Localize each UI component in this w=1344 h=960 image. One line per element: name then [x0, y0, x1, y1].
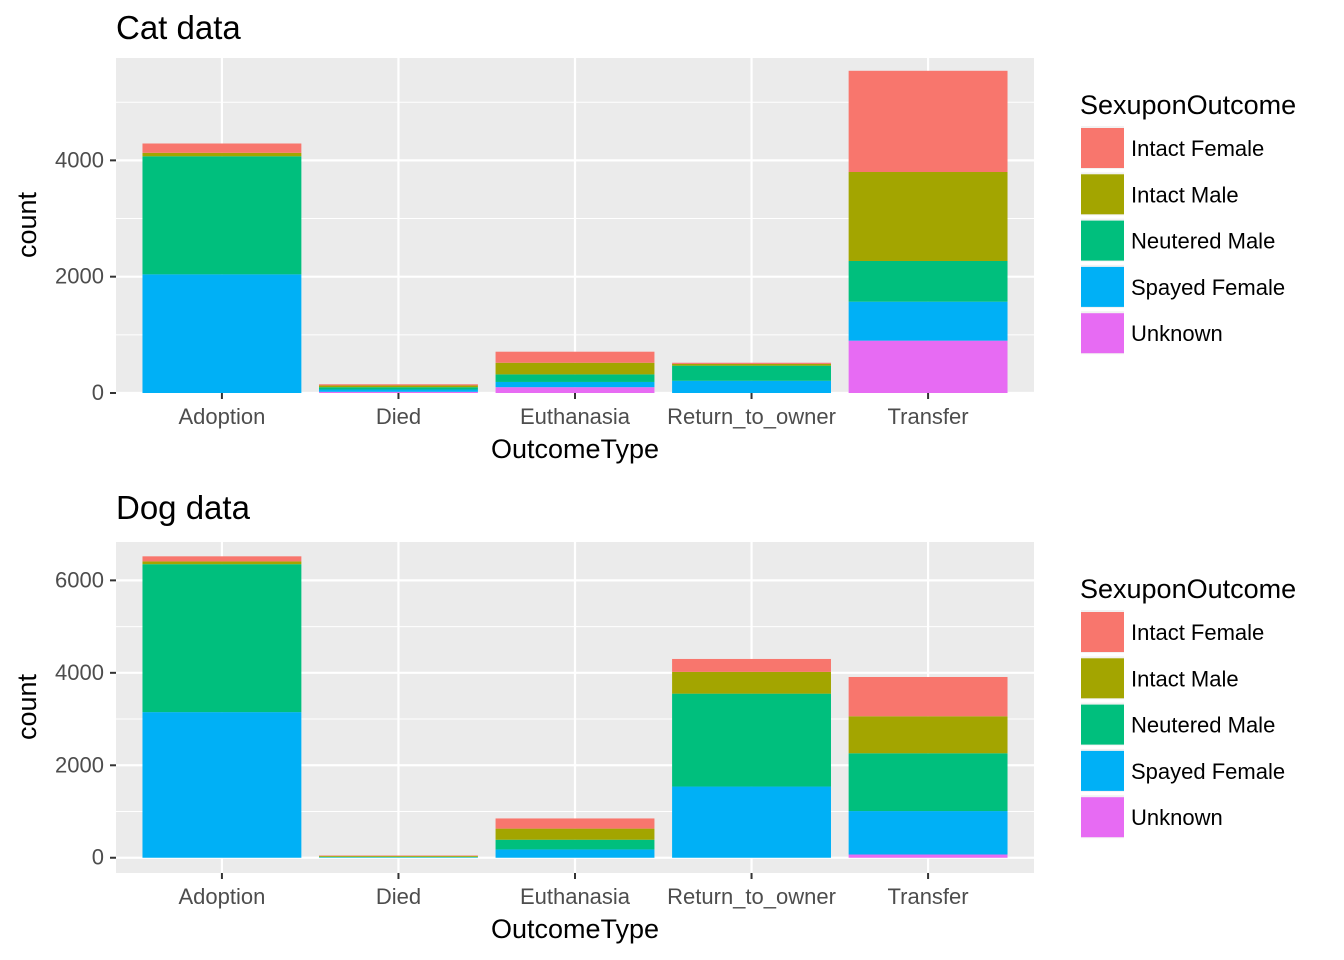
bar-segment-adoption-intact-male [142, 152, 302, 157]
y-tick-label: 4000 [55, 660, 104, 685]
legend-title: SexuponOutcome [1080, 574, 1296, 604]
legend-label: Intact Male [1131, 182, 1239, 207]
x-tick-label: Euthanasia [520, 404, 631, 429]
bars [142, 70, 1008, 393]
bar-segment-euthanasia-unknown [495, 387, 655, 393]
bar-segment-transfer-intact-male [848, 171, 1008, 261]
chart-title: Cat data [116, 9, 241, 46]
bar-segment-adoption-neutered-male [142, 564, 302, 713]
bar-segment-euthanasia-intact-female [495, 818, 655, 829]
bar-segment-transfer-neutered-male [848, 753, 1008, 812]
bar-segment-adoption-spayed-female [142, 712, 302, 858]
x-tick-label: Adoption [178, 404, 265, 429]
cat-chart: Cat data 0 2000 4000 Adoption Died Euthanasi… [12, 9, 1296, 464]
legend-label: Intact Male [1131, 666, 1239, 691]
bar-segment-euthanasia-spayed-female [495, 381, 655, 388]
bar-segment-euthanasia-intact-male [495, 362, 655, 375]
y-tick-label: 0 [92, 845, 104, 870]
legend-swatch [1081, 174, 1124, 215]
bar-segment-died-unknown [319, 391, 478, 393]
legend-label: Neutered Male [1131, 229, 1275, 254]
bar-segment-died-intact-female [319, 384, 478, 386]
y-axis-title: count [12, 191, 42, 258]
bar-segment-return_to_owner-neutered-male [672, 693, 831, 787]
legend-label: Unknown [1131, 805, 1223, 830]
legend-label: Spayed Female [1131, 275, 1285, 300]
legend-swatch [1081, 612, 1124, 652]
y-axis-ticks: 0 2000 4000 [55, 147, 116, 405]
legend-swatch [1081, 658, 1124, 699]
bar-segment-euthanasia-intact-male [495, 828, 655, 840]
bar-segment-transfer-spayed-female [848, 301, 1008, 341]
bar-segment-transfer-unknown [848, 854, 1008, 858]
bar-segment-return_to_owner-intact-male [672, 671, 831, 694]
legend-swatch [1081, 750, 1124, 791]
x-tick-label: Return_to_owner [667, 404, 836, 429]
bar-segment-died-neutered-male [319, 387, 478, 390]
bar-segment-adoption-intact-male [142, 561, 302, 565]
bar-segment-euthanasia-intact-female [495, 351, 655, 363]
dog-chart: Dog data 0 2000 4000 6000 Adoption Died Eutha… [12, 489, 1296, 944]
bar-segment-transfer-neutered-male [848, 260, 1008, 302]
legend-label: Intact Female [1131, 136, 1264, 161]
bar-segment-transfer-intact-female [848, 676, 1008, 717]
y-axis-title: count [12, 673, 42, 740]
bar-segment-transfer-intact-male [848, 716, 1008, 754]
legend-label: Spayed Female [1131, 759, 1285, 784]
legend-label: Neutered Male [1131, 713, 1275, 738]
x-tick-label: Return_to_owner [667, 884, 836, 909]
legend-label: Intact Female [1131, 620, 1264, 645]
bar-segment-return_to_owner-intact-male [672, 363, 831, 366]
legend-swatch [1081, 797, 1124, 838]
bar-segment-died-intact-male [319, 855, 478, 857]
x-tick-label: Adoption [178, 884, 265, 909]
x-tick-label: Died [376, 884, 421, 909]
y-tick-label: 4000 [55, 147, 104, 172]
y-tick-label: 2000 [55, 752, 104, 777]
bar-segment-transfer-intact-female [848, 70, 1008, 172]
x-tick-label: Transfer [888, 884, 969, 909]
x-axis-ticks: Adoption Died Euthanasia Return_to_owner Tra… [178, 873, 969, 909]
bar-segment-euthanasia-spayed-female [495, 849, 655, 858]
bar-segment-return_to_owner-intact-female [672, 658, 831, 672]
bar-segment-transfer-spayed-female [848, 811, 1008, 855]
bar-segment-adoption-intact-female [142, 143, 302, 153]
legend-swatch [1081, 704, 1124, 745]
x-tick-label: Euthanasia [520, 884, 631, 909]
bar-segment-died-intact-male [319, 385, 478, 388]
x-axis-title: OutcomeType [491, 914, 659, 944]
bar-segment-adoption-spayed-female [142, 274, 302, 393]
legend-swatch [1081, 220, 1124, 261]
legend: SexuponOutcome Intact Female Intact Male N… [1080, 574, 1296, 839]
bar-segment-died-spayed-female [319, 389, 478, 392]
x-tick-label: Transfer [888, 404, 969, 429]
y-tick-label: 6000 [55, 567, 104, 592]
y-axis-ticks: 0 2000 4000 6000 [55, 567, 116, 870]
bar-segment-transfer-unknown [848, 340, 1008, 393]
bar-segment-adoption-neutered-male [142, 156, 302, 275]
legend-title: SexuponOutcome [1080, 90, 1296, 120]
bar-segment-euthanasia-neutered-male [495, 839, 655, 850]
bars [142, 556, 1008, 858]
bar-segment-return_to_owner-neutered-male [672, 365, 831, 381]
bar-segment-return_to_owner-intact-female [672, 362, 831, 364]
bar-segment-adoption-intact-female [142, 556, 302, 562]
x-axis-title: OutcomeType [491, 434, 659, 464]
bar-segment-euthanasia-neutered-male [495, 374, 655, 382]
x-axis-ticks: Adoption Died Euthanasia Return_to_owner Tra… [178, 393, 969, 429]
legend-swatch [1081, 313, 1124, 354]
legend-swatch [1081, 128, 1124, 168]
legend-swatch [1081, 266, 1124, 307]
y-tick-label: 0 [92, 380, 104, 405]
bar-segment-return_to_owner-spayed-female [672, 380, 831, 393]
legend-label: Unknown [1131, 321, 1223, 346]
x-tick-label: Died [376, 404, 421, 429]
chart-title: Dog data [116, 489, 251, 526]
legend: SexuponOutcome Intact Female Intact Male N… [1080, 90, 1296, 355]
bar-segment-return_to_owner-spayed-female [672, 786, 831, 858]
y-tick-label: 2000 [55, 264, 104, 289]
